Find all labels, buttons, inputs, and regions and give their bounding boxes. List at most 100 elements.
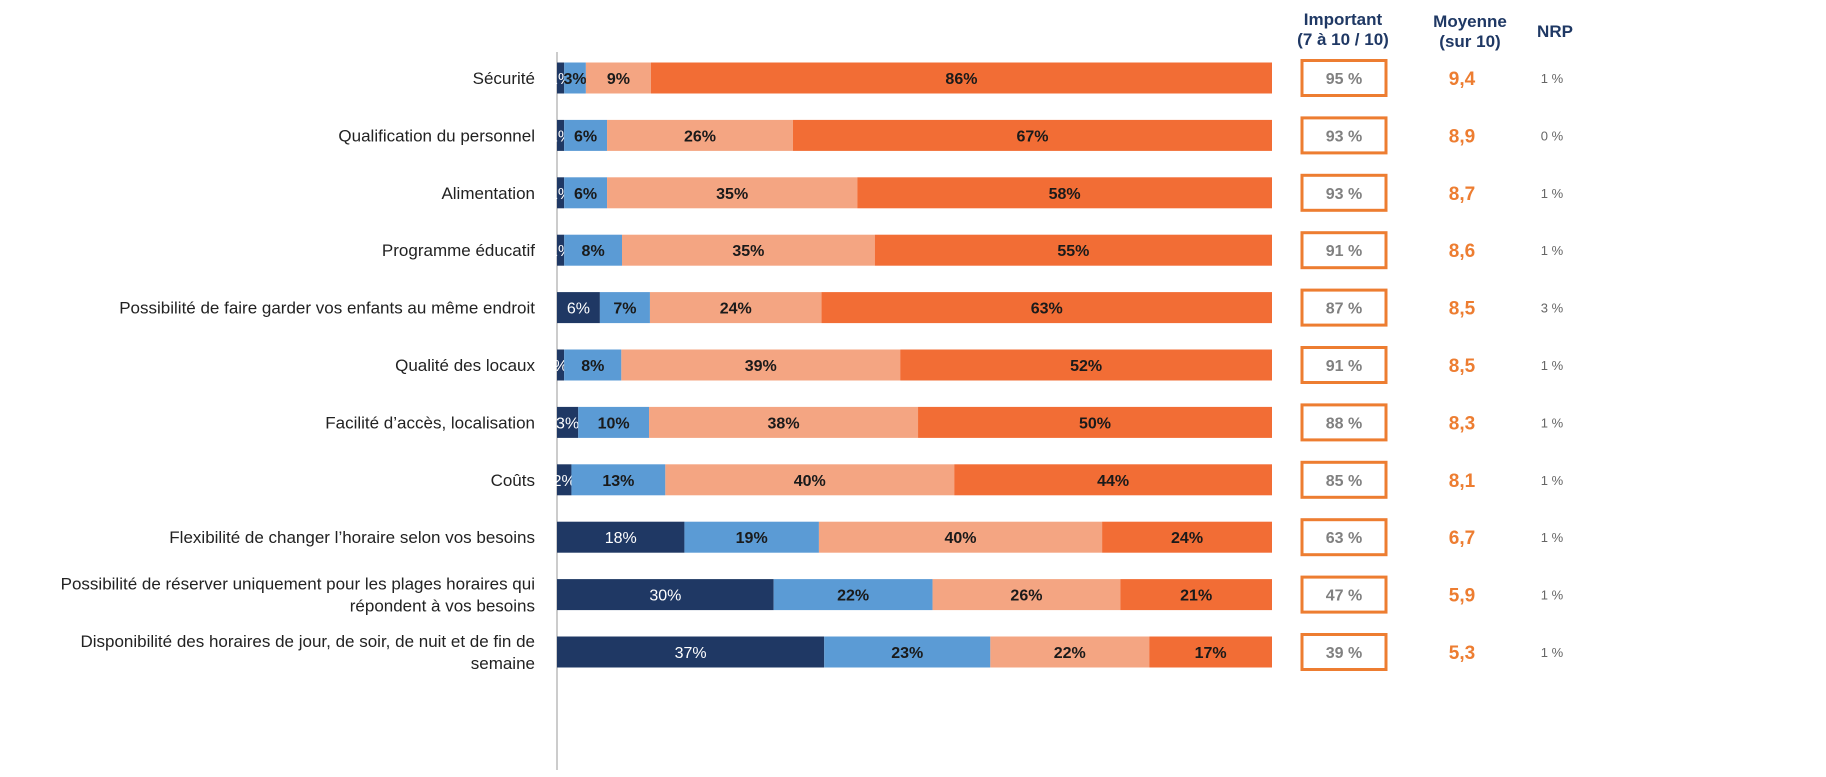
nrp-value: 1 % — [1541, 358, 1564, 373]
data-label: 6% — [567, 301, 590, 318]
data-label: 18% — [605, 530, 637, 547]
moyenne-value: 8,5 — [1449, 356, 1476, 377]
bar-segment — [621, 349, 901, 381]
bar-segment — [900, 349, 1272, 381]
moyenne-value: 6,7 — [1449, 528, 1475, 549]
bar-segment — [564, 349, 622, 381]
data-label: 23% — [891, 645, 923, 662]
important-value: 91 % — [1326, 243, 1362, 260]
header-moyenne-line1: Moyenne — [1433, 12, 1507, 31]
bar-segment — [932, 579, 1121, 611]
bar-segment — [874, 234, 1272, 266]
category-label: Qualité des locaux — [395, 356, 535, 375]
data-label: 26% — [1010, 588, 1042, 605]
category-label: Qualification du personnel — [338, 126, 535, 145]
important-value: 93 % — [1326, 186, 1362, 203]
nrp-value: 1 % — [1541, 645, 1564, 660]
header-moyenne: Moyenne (sur 10) — [1410, 12, 1530, 52]
bar-segment — [571, 464, 666, 496]
header-important-line2: (7 à 10 / 10) — [1297, 30, 1389, 49]
important-value: 95 % — [1326, 71, 1362, 88]
data-label: 19% — [736, 530, 768, 547]
moyenne-value: 9,4 — [1449, 69, 1476, 90]
bar-segment — [564, 177, 608, 209]
bar-segment — [650, 62, 1272, 94]
important-value: 47 % — [1326, 588, 1362, 605]
moyenne-value: 8,6 — [1449, 241, 1475, 262]
bar-segment — [557, 177, 565, 209]
important-box — [1300, 59, 1388, 97]
data-label: 50% — [1079, 415, 1111, 432]
important-box — [1300, 231, 1388, 270]
important-value: 63 % — [1326, 530, 1362, 547]
nrp-value: 1 % — [1541, 530, 1564, 545]
bar-segment — [557, 636, 825, 668]
nrp-value: 0 % — [1541, 128, 1564, 143]
data-label: 67% — [1016, 128, 1048, 145]
bar-segment — [773, 579, 933, 611]
important-box — [1300, 518, 1388, 557]
category-label-line: Flexibilité de changer l’horaire selon v… — [169, 528, 535, 547]
bar-segment — [578, 406, 650, 438]
bar-segment — [857, 177, 1272, 209]
category-label: Disponibilité des horaires de jour, de s… — [80, 632, 535, 673]
category-label-line: Qualité des locaux — [395, 356, 535, 375]
bar-segment — [607, 119, 793, 151]
data-label: 44% — [1097, 473, 1129, 490]
bar-segment — [954, 464, 1272, 496]
data-label: 7% — [613, 301, 636, 318]
bar-segment — [564, 119, 608, 151]
category-label-line: Coûts — [491, 471, 535, 490]
data-label: 30% — [649, 588, 681, 605]
data-label: 24% — [1171, 530, 1203, 547]
bar-segment — [564, 62, 586, 94]
data-label: 6% — [574, 186, 597, 203]
data-label: 2% — [553, 473, 576, 490]
data-label: 35% — [716, 186, 748, 203]
data-label: 21% — [1180, 588, 1212, 605]
category-label-line: Sécurité — [473, 69, 535, 88]
bar-segment — [1120, 579, 1272, 611]
data-label: 3% — [556, 415, 579, 432]
data-label: 8% — [581, 358, 604, 375]
bar-segment — [557, 521, 685, 553]
moyenne-value: 8,7 — [1449, 184, 1475, 205]
bar-segment — [557, 234, 565, 266]
important-value: 88 % — [1326, 415, 1362, 432]
data-label: 40% — [944, 530, 976, 547]
category-label-line: Qualification du personnel — [338, 126, 535, 145]
bar-segment — [824, 636, 991, 668]
category-label: Programme éducatif — [382, 241, 535, 260]
data-label: 86% — [945, 71, 977, 88]
category-label-line: Facilité d’accès, localisation — [325, 413, 535, 432]
category-label-line: semaine — [471, 654, 535, 673]
moyenne-value: 5,9 — [1449, 586, 1475, 607]
data-label: 3% — [563, 71, 586, 88]
data-label: 17% — [1195, 645, 1227, 662]
data-label: 58% — [1049, 186, 1081, 203]
category-label-line: répondent à vos besoins — [350, 597, 535, 616]
important-value: 87 % — [1326, 301, 1362, 318]
nrp-value: 1 % — [1541, 473, 1564, 488]
header-moyenne-line2: (sur 10) — [1439, 32, 1501, 51]
important-value: 93 % — [1326, 128, 1362, 145]
data-label: 63% — [1031, 301, 1063, 318]
important-box — [1300, 633, 1388, 671]
bar-segment — [564, 234, 622, 266]
header-important-line1: Important — [1303, 10, 1383, 29]
important-value: 85 % — [1326, 473, 1362, 490]
nrp-value: 3 % — [1541, 301, 1564, 316]
data-label: 40% — [794, 473, 826, 490]
data-label: % — [553, 358, 567, 375]
data-label: 9% — [607, 71, 630, 88]
category-label-line: Alimentation — [441, 184, 535, 203]
important-box — [1300, 460, 1388, 499]
data-label: 38% — [768, 415, 800, 432]
important-box — [1300, 288, 1388, 327]
important-value: 39 % — [1326, 645, 1362, 662]
bar-segment — [990, 636, 1150, 668]
bar-segment — [585, 62, 651, 94]
data-label: 24% — [720, 301, 752, 318]
bar-segment — [557, 292, 600, 324]
